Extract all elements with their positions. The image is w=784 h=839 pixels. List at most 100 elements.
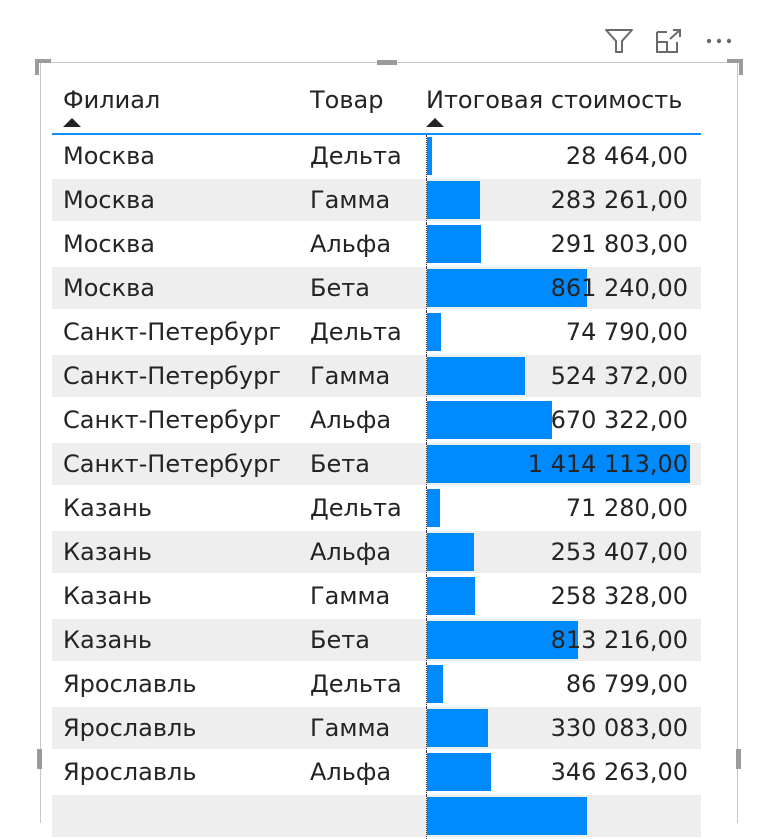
- data-bar: [427, 753, 491, 791]
- cell-total-cost: 291 803,00: [550, 230, 688, 258]
- cell-total-cost: 1 414 113,00: [527, 450, 688, 478]
- resize-handle-right[interactable]: [736, 749, 741, 769]
- bar-axis-line: [426, 531, 427, 575]
- table-row[interactable]: Санкт-Петербург Бета 1 414 113,00: [52, 443, 701, 487]
- data-bar: [427, 357, 525, 395]
- table-row[interactable]: Ярославль Дельта 86 799,00: [52, 663, 701, 707]
- cell-branch: Москва: [63, 274, 155, 302]
- cell-total-cost: 330 083,00: [550, 714, 688, 742]
- cell-total-cost: 346 263,00: [550, 758, 688, 786]
- cell-total-cost: 813 216,00: [550, 626, 688, 654]
- data-bar: [427, 401, 552, 439]
- data-bar: [427, 137, 432, 175]
- data-bar: [427, 445, 690, 483]
- table-row[interactable]: [52, 795, 701, 839]
- filter-icon[interactable]: [604, 26, 634, 56]
- data-bar: [427, 225, 481, 263]
- bar-axis-line: [426, 311, 427, 355]
- data-bar: [427, 181, 480, 219]
- more-options-icon[interactable]: [704, 26, 734, 56]
- resize-handle-left[interactable]: [37, 749, 42, 769]
- column-header-label: Товар: [310, 86, 384, 114]
- cell-product: Дельта: [310, 142, 402, 170]
- bar-axis-line: [426, 223, 427, 267]
- cell-total-cost: 283 261,00: [550, 186, 688, 214]
- table-row[interactable]: Москва Бета 861 240,00: [52, 267, 701, 311]
- resize-handle-top-right[interactable]: [727, 59, 743, 75]
- data-bar: [427, 269, 587, 307]
- bar-axis-line: [426, 619, 427, 663]
- cell-product: Дельта: [310, 670, 402, 698]
- cell-total-cost: 524 372,00: [550, 362, 688, 390]
- bar-axis-line: [426, 751, 427, 795]
- table-row[interactable]: Казань Гамма 258 328,00: [52, 575, 701, 619]
- data-bar: [427, 797, 587, 835]
- cell-product: Гамма: [310, 186, 391, 214]
- table-row[interactable]: Москва Альфа 291 803,00: [52, 223, 701, 267]
- column-header-product[interactable]: Товар: [310, 83, 383, 117]
- bar-axis-line: [426, 267, 427, 311]
- cell-branch: Москва: [63, 142, 155, 170]
- cell-branch: Казань: [63, 626, 153, 654]
- bar-axis-line: [426, 355, 427, 399]
- table-body: Москва Дельта 28 464,00 Москва Гамма 283 261,…: [52, 135, 701, 839]
- table-header: Филиал Товар Итоговая стоимость: [52, 83, 701, 135]
- data-table: Филиал Товар Итоговая стоимость Москва Де…: [52, 83, 701, 839]
- column-header-label: Итоговая стоимость: [426, 86, 683, 114]
- bar-axis-line: [426, 707, 427, 751]
- resize-handle-top[interactable]: [377, 60, 397, 65]
- table-row[interactable]: Москва Гамма 283 261,00: [52, 179, 701, 223]
- bar-axis-line: [426, 135, 427, 179]
- focus-mode-icon[interactable]: [654, 26, 684, 56]
- cell-product: Гамма: [310, 362, 391, 390]
- sort-ascending-icon: [426, 118, 444, 127]
- table-row[interactable]: Ярославль Гамма 330 083,00: [52, 707, 701, 751]
- table-row[interactable]: Москва Дельта 28 464,00: [52, 135, 701, 179]
- data-bar: [427, 621, 578, 659]
- cell-branch: Казань: [63, 582, 153, 610]
- data-bar: [427, 665, 443, 703]
- table-row[interactable]: Казань Бета 813 216,00: [52, 619, 701, 663]
- cell-product: Гамма: [310, 582, 391, 610]
- bar-axis-line: [426, 399, 427, 443]
- cell-branch: Санкт-Петербург: [63, 362, 281, 390]
- cell-product: Дельта: [310, 494, 402, 522]
- data-bar: [427, 313, 441, 351]
- cell-product: Дельта: [310, 318, 402, 346]
- table-row[interactable]: Санкт-Петербург Дельта 74 790,00: [52, 311, 701, 355]
- cell-branch: Санкт-Петербург: [63, 406, 281, 434]
- table-visual[interactable]: Филиал Товар Итоговая стоимость Москва Де…: [35, 59, 743, 839]
- cell-branch: Санкт-Петербург: [63, 450, 281, 478]
- cell-product: Альфа: [310, 538, 392, 566]
- cell-product: Бета: [310, 274, 370, 302]
- resize-handle-top-left[interactable]: [35, 59, 51, 75]
- cell-branch: Ярославль: [63, 758, 197, 786]
- cell-product: Альфа: [310, 758, 392, 786]
- cell-total-cost: 670 322,00: [550, 406, 688, 434]
- cell-product: Гамма: [310, 714, 391, 742]
- bar-axis-line: [426, 443, 427, 487]
- table-row[interactable]: Санкт-Петербург Гамма 524 372,00: [52, 355, 701, 399]
- cell-branch: Москва: [63, 230, 155, 258]
- cell-product: Альфа: [310, 406, 392, 434]
- table-row[interactable]: Казань Альфа 253 407,00: [52, 531, 701, 575]
- cell-product: Альфа: [310, 230, 392, 258]
- cell-branch: Ярославль: [63, 714, 197, 742]
- visual-header-toolbar: [604, 26, 734, 56]
- table-row[interactable]: Санкт-Петербург Альфа 670 322,00: [52, 399, 701, 443]
- table-row[interactable]: Казань Дельта 71 280,00: [52, 487, 701, 531]
- table-row[interactable]: Ярославль Альфа 346 263,00: [52, 751, 701, 795]
- cell-total-cost: 71 280,00: [565, 494, 688, 522]
- bar-axis-line: [426, 575, 427, 619]
- column-header-label: Филиал: [63, 86, 161, 114]
- cell-product: Бета: [310, 626, 370, 654]
- cell-branch: Казань: [63, 494, 153, 522]
- column-header-total-cost[interactable]: Итоговая стоимость: [426, 83, 682, 117]
- data-bar: [427, 577, 475, 615]
- cell-total-cost: 86 799,00: [565, 670, 688, 698]
- cell-branch: Санкт-Петербург: [63, 318, 281, 346]
- cell-branch: Ярославль: [63, 670, 197, 698]
- column-header-branch[interactable]: Филиал: [63, 83, 160, 117]
- data-bar: [427, 489, 440, 527]
- bar-axis-line: [426, 663, 427, 707]
